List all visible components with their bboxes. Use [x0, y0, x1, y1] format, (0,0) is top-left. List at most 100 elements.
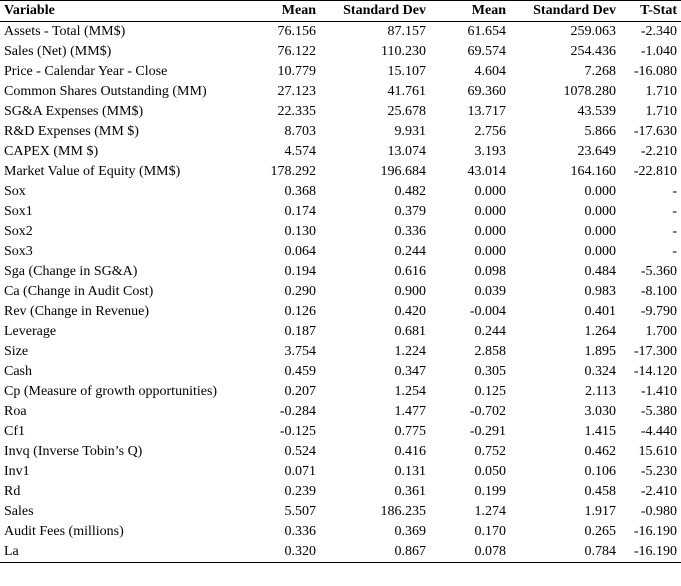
- cell-tstat: -16.190: [620, 542, 681, 563]
- cell-sd2: 0.265: [510, 522, 620, 542]
- cell-mean2: 0.170: [430, 522, 510, 542]
- cell-sd2: 254.436: [510, 42, 620, 62]
- cell-variable: Sales (Net) (MM$): [0, 42, 240, 62]
- cell-variable: R&D Expenses (MM $): [0, 122, 240, 142]
- cell-sd1: 0.416: [320, 442, 430, 462]
- cell-mean2: 0.244: [430, 322, 510, 342]
- cell-variable: Rev (Change in Revenue): [0, 302, 240, 322]
- cell-variable: Inv1: [0, 462, 240, 482]
- table-row: La0.3200.8670.0780.784-16.190: [0, 542, 681, 563]
- cell-mean2: 69.360: [430, 82, 510, 102]
- cell-mean1: 0.174: [240, 202, 320, 222]
- cell-mean1: 22.335: [240, 102, 320, 122]
- cell-variable: Market Value of Equity (MM$): [0, 162, 240, 182]
- cell-tstat: -2.210: [620, 142, 681, 162]
- cell-mean1: 5.507: [240, 502, 320, 522]
- cell-sd2: 1078.280: [510, 82, 620, 102]
- cell-tstat: 1.710: [620, 82, 681, 102]
- cell-variable: Roa: [0, 402, 240, 422]
- cell-variable: Cf1: [0, 422, 240, 442]
- cell-variable: Cash: [0, 362, 240, 382]
- cell-sd1: 1.224: [320, 342, 430, 362]
- cell-variable: Sga (Change in SG&A): [0, 262, 240, 282]
- cell-sd1: 13.074: [320, 142, 430, 162]
- cell-mean2: 0.199: [430, 482, 510, 502]
- cell-sd1: 0.420: [320, 302, 430, 322]
- cell-sd1: 0.336: [320, 222, 430, 242]
- table-row: Leverage0.1870.6810.2441.2641.700: [0, 322, 681, 342]
- table-row: Sales5.507186.2351.2741.917-0.980: [0, 502, 681, 522]
- cell-variable: La: [0, 542, 240, 563]
- cell-variable: Size: [0, 342, 240, 362]
- cell-sd2: 0.784: [510, 542, 620, 563]
- cell-sd1: 41.761: [320, 82, 430, 102]
- cell-sd2: 1.917: [510, 502, 620, 522]
- cell-sd1: 0.482: [320, 182, 430, 202]
- cell-sd1: 0.775: [320, 422, 430, 442]
- cell-mean2: 61.654: [430, 22, 510, 43]
- cell-mean1: 0.130: [240, 222, 320, 242]
- cell-mean2: 13.717: [430, 102, 510, 122]
- header-row: Variable Mean Standard Dev Mean Standard…: [0, 1, 681, 22]
- cell-tstat: -2.410: [620, 482, 681, 502]
- table-row: Sga (Change in SG&A)0.1940.6160.0980.484…: [0, 262, 681, 282]
- cell-sd2: 23.649: [510, 142, 620, 162]
- cell-mean2: -0.702: [430, 402, 510, 422]
- cell-mean1: 0.194: [240, 262, 320, 282]
- table-row: Ca (Change in Audit Cost)0.2900.9000.039…: [0, 282, 681, 302]
- cell-variable: SG&A Expenses (MM$): [0, 102, 240, 122]
- cell-mean1: 0.290: [240, 282, 320, 302]
- table-row: Sox10.1740.3790.0000.000-: [0, 202, 681, 222]
- cell-sd1: 0.900: [320, 282, 430, 302]
- cell-tstat: -5.230: [620, 462, 681, 482]
- table-row: Cash0.4590.3470.3050.324-14.120: [0, 362, 681, 382]
- cell-tstat: -5.360: [620, 262, 681, 282]
- cell-tstat: -22.810: [620, 162, 681, 182]
- cell-mean2: 4.604: [430, 62, 510, 82]
- cell-mean1: 76.122: [240, 42, 320, 62]
- cell-sd2: 0.484: [510, 262, 620, 282]
- table-row: SG&A Expenses (MM$)22.33525.67813.71743.…: [0, 102, 681, 122]
- cell-sd2: 0.000: [510, 182, 620, 202]
- table-row: Sox20.1300.3360.0000.000-: [0, 222, 681, 242]
- header-tstat: T-Stat: [620, 1, 681, 22]
- cell-tstat: -: [620, 202, 681, 222]
- table-row: Size3.7541.2242.8581.895-17.300: [0, 342, 681, 362]
- table-row: Rd0.2390.3610.1990.458-2.410: [0, 482, 681, 502]
- cell-mean1: 0.336: [240, 522, 320, 542]
- cell-sd2: 0.106: [510, 462, 620, 482]
- cell-variable: Sox1: [0, 202, 240, 222]
- table-row: Assets - Total (MM$)76.15687.15761.65425…: [0, 22, 681, 43]
- cell-sd1: 9.931: [320, 122, 430, 142]
- cell-mean1: 0.320: [240, 542, 320, 563]
- cell-tstat: -1.040: [620, 42, 681, 62]
- cell-mean2: -0.004: [430, 302, 510, 322]
- cell-sd2: 2.113: [510, 382, 620, 402]
- cell-mean2: 0.039: [430, 282, 510, 302]
- cell-sd1: 0.681: [320, 322, 430, 342]
- cell-mean2: 0.305: [430, 362, 510, 382]
- cell-sd1: 0.379: [320, 202, 430, 222]
- cell-mean2: 3.193: [430, 142, 510, 162]
- cell-tstat: -: [620, 222, 681, 242]
- cell-mean2: 0.000: [430, 222, 510, 242]
- cell-sd2: 0.000: [510, 222, 620, 242]
- cell-mean1: 4.574: [240, 142, 320, 162]
- table-row: Cp (Measure of growth opportunities)0.20…: [0, 382, 681, 402]
- cell-variable: Sales: [0, 502, 240, 522]
- cell-mean2: 0.125: [430, 382, 510, 402]
- header-mean1: Mean: [240, 1, 320, 22]
- table-row: Inv10.0710.1310.0500.106-5.230: [0, 462, 681, 482]
- cell-sd2: 7.268: [510, 62, 620, 82]
- cell-sd1: 1.477: [320, 402, 430, 422]
- stats-table: Variable Mean Standard Dev Mean Standard…: [0, 0, 681, 563]
- cell-mean2: 0.078: [430, 542, 510, 563]
- cell-sd1: 0.867: [320, 542, 430, 563]
- header-sd1: Standard Dev: [320, 1, 430, 22]
- cell-mean2: 69.574: [430, 42, 510, 62]
- table-row: Market Value of Equity (MM$)178.292196.6…: [0, 162, 681, 182]
- cell-sd2: 0.324: [510, 362, 620, 382]
- cell-mean1: 0.187: [240, 322, 320, 342]
- cell-tstat: -8.100: [620, 282, 681, 302]
- table-row: Sox30.0640.2440.0000.000-: [0, 242, 681, 262]
